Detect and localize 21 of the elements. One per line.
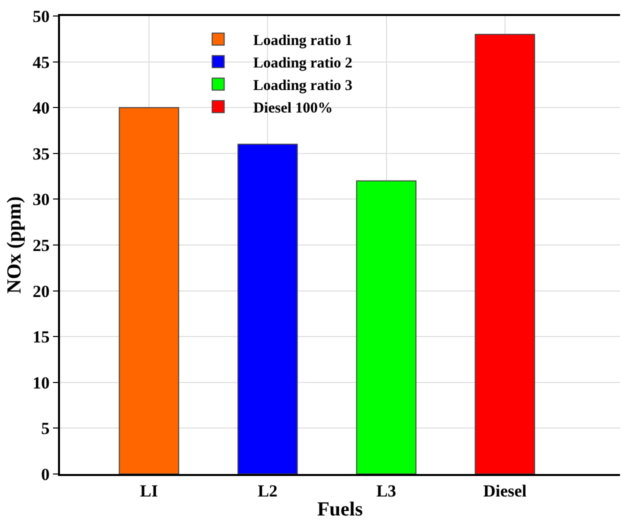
y-tick-label: 25 [32, 236, 50, 255]
legend-label: Diesel 100% [253, 100, 333, 116]
x-tick-label: L2 [258, 481, 278, 500]
x-tick-label: L3 [376, 481, 396, 500]
y-tick-label: 10 [32, 373, 50, 392]
legend-label: Loading ratio 3 [253, 78, 352, 94]
y-tick-label: 20 [32, 282, 50, 301]
y-tick-label: 40 [32, 98, 50, 118]
x-tick-label: Diesel [483, 481, 527, 500]
y-tick-label: 35 [32, 144, 50, 164]
legend-label: Loading ratio 2 [253, 55, 352, 72]
y-tick-label: 30 [32, 190, 50, 210]
y-tick-label: 45 [32, 52, 50, 72]
y-tick-label: 15 [32, 328, 50, 347]
y-tick-label: 5 [41, 419, 50, 438]
y-tick-label: 0 [41, 464, 50, 484]
x-tick-label: LI [140, 481, 158, 500]
legend-label: Loading ratio 1 [253, 32, 352, 49]
y-tick-label: 50 [32, 6, 50, 26]
x-axis-title: Fuels [317, 498, 363, 520]
y-axis-title: NOx (ppm) [4, 196, 26, 294]
